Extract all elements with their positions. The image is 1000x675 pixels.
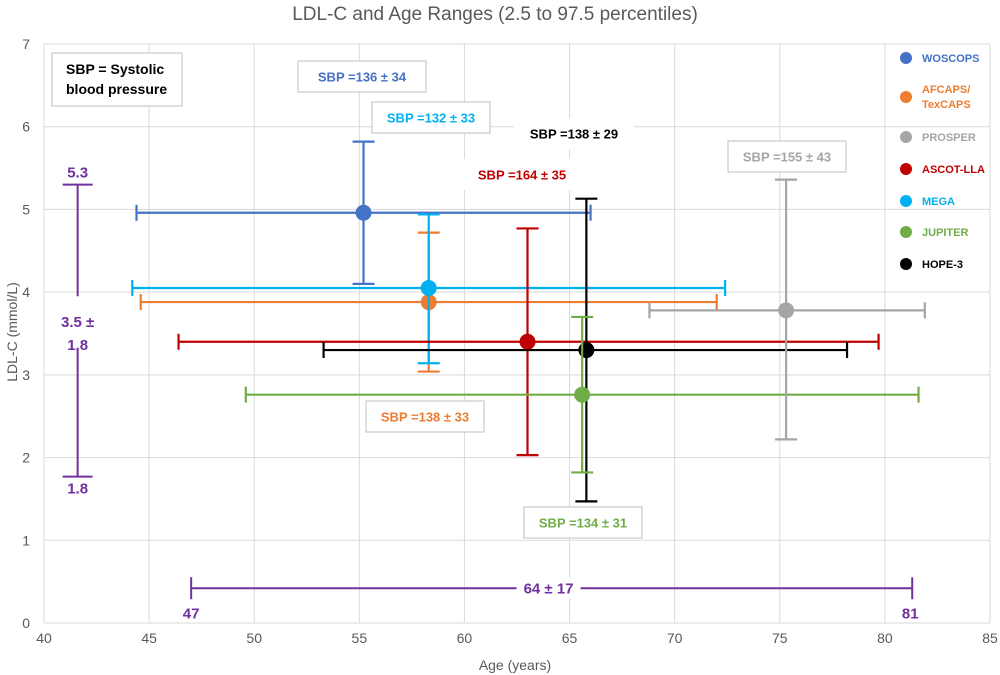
legend-marker — [900, 91, 912, 103]
note-line-2: blood pressure — [66, 81, 167, 97]
data-point — [578, 342, 595, 359]
x-tick-label: 60 — [457, 630, 473, 646]
sbp-box — [514, 118, 634, 149]
x-tick-label: 85 — [982, 630, 998, 646]
legend-item: WOSCOPS — [900, 52, 979, 65]
legend-label: MEGA — [922, 196, 955, 208]
age-range-label-bg — [516, 577, 581, 598]
ldl-range-mid-label: 3.5 ± — [61, 314, 94, 331]
data-point — [420, 280, 437, 297]
sbp-box — [297, 60, 427, 93]
note-box — [51, 52, 183, 107]
series-mega — [131, 213, 727, 365]
legend-marker — [900, 226, 912, 238]
chart-title: LDL-C and Age Ranges (2.5 to 97.5 percen… — [292, 4, 698, 25]
x-tick-label: 45 — [141, 630, 157, 646]
sbp-label: SBP =138 ± 33 — [381, 410, 469, 425]
sbp-box — [365, 400, 485, 433]
sbp-label: SBP =136 ± 34 — [318, 70, 407, 85]
series-hope-3 — [322, 197, 849, 503]
legend-marker — [900, 195, 912, 207]
y-tick-label: 0 — [22, 615, 30, 631]
ldl-range-low-label: 1.8 — [67, 481, 88, 498]
x-tick-label: 65 — [562, 630, 578, 646]
sbp-box — [371, 101, 491, 134]
sbp-annotations: SBP =136 ± 34 SBP =132 ± 33 SBP =138 ± 29 S… — [297, 60, 847, 539]
sbp-box — [523, 506, 643, 539]
legend-marker — [900, 52, 912, 64]
sbp-label: SBP =138 ± 29 — [530, 127, 618, 142]
data-point — [574, 386, 591, 403]
series-layer — [131, 140, 926, 503]
x-axis-ticks: 40 45 50 55 60 65 70 75 80 85 — [36, 630, 998, 646]
ldl-range-high-label: 5.3 — [67, 165, 88, 182]
sbp-box — [462, 159, 582, 190]
legend-label: PROSPER — [922, 132, 976, 144]
y-tick-label: 4 — [22, 284, 30, 300]
sbp-label: SBP =132 ± 33 — [387, 111, 475, 126]
sbp-label: SBP =155 ± 43 — [743, 150, 831, 165]
y-tick-label: 6 — [22, 119, 30, 135]
x-tick-label: 40 — [36, 630, 52, 646]
y-tick-label: 7 — [22, 36, 30, 52]
series-jupiter — [244, 315, 920, 474]
legend-label: HOPE-3 — [922, 259, 963, 271]
sbp-note: SBP = Systolic blood pressure — [51, 52, 183, 107]
note-line-1: SBP = Systolic — [66, 61, 164, 77]
x-tick-label: 80 — [877, 630, 893, 646]
legend-label: JUPITER — [922, 227, 969, 239]
legend-label: WOSCOPS — [922, 53, 979, 65]
y-tick-label: 2 — [22, 450, 30, 466]
summary-ranges: 5.3 1.8 3.5 ± 1.8 64 ± 17 47 81 — [61, 165, 919, 623]
data-point — [519, 333, 536, 350]
legend-item: MEGA — [900, 195, 955, 208]
data-point — [355, 204, 372, 221]
ldl-range-mid-label: 1.8 — [67, 337, 88, 354]
x-tick-label: 75 — [772, 630, 788, 646]
sbp-box — [727, 140, 847, 173]
y-tick-label: 1 — [22, 532, 30, 548]
series-ascot-lla — [177, 227, 880, 457]
legend-label: AFCAPS/TexCAPS — [922, 84, 971, 111]
legend-marker — [900, 131, 912, 143]
age-range-high-label: 81 — [902, 605, 919, 622]
legend-item: AFCAPS/TexCAPS — [900, 84, 971, 111]
legend-item: JUPITER — [900, 226, 969, 239]
y-tick-label: 3 — [22, 367, 30, 383]
series-woscops — [135, 140, 592, 285]
y-tick-label: 5 — [22, 201, 30, 217]
age-range-low-label: 47 — [183, 605, 200, 622]
sbp-label: SBP =164 ± 35 — [478, 168, 566, 183]
x-axis-title: Age (years) — [479, 657, 551, 673]
data-point — [778, 302, 795, 319]
age-range-mid-label: 64 ± 17 — [524, 580, 574, 597]
x-tick-label: 70 — [667, 630, 683, 646]
sbp-label: SBP =134 ± 31 — [539, 516, 627, 531]
legend-item: ASCOT-LLA — [900, 163, 985, 176]
ldl-range-label-bg — [61, 296, 94, 349]
legend-item: HOPE-3 — [900, 258, 963, 271]
y-axis-title: LDL-C (mmol/L) — [4, 282, 20, 382]
legend-marker — [900, 163, 912, 175]
series-prosper — [648, 178, 926, 441]
legend-label: ASCOT-LLA — [922, 164, 985, 176]
x-tick-label: 50 — [246, 630, 262, 646]
legend: WOSCOPS AFCAPS/TexCAPS PROSPER ASCOT-LLA MEG… — [900, 52, 985, 271]
legend-marker — [900, 258, 912, 270]
y-axis-ticks: 0 1 2 3 4 5 6 7 — [22, 36, 30, 631]
legend-item: PROSPER — [900, 131, 976, 144]
x-tick-label: 55 — [352, 630, 368, 646]
